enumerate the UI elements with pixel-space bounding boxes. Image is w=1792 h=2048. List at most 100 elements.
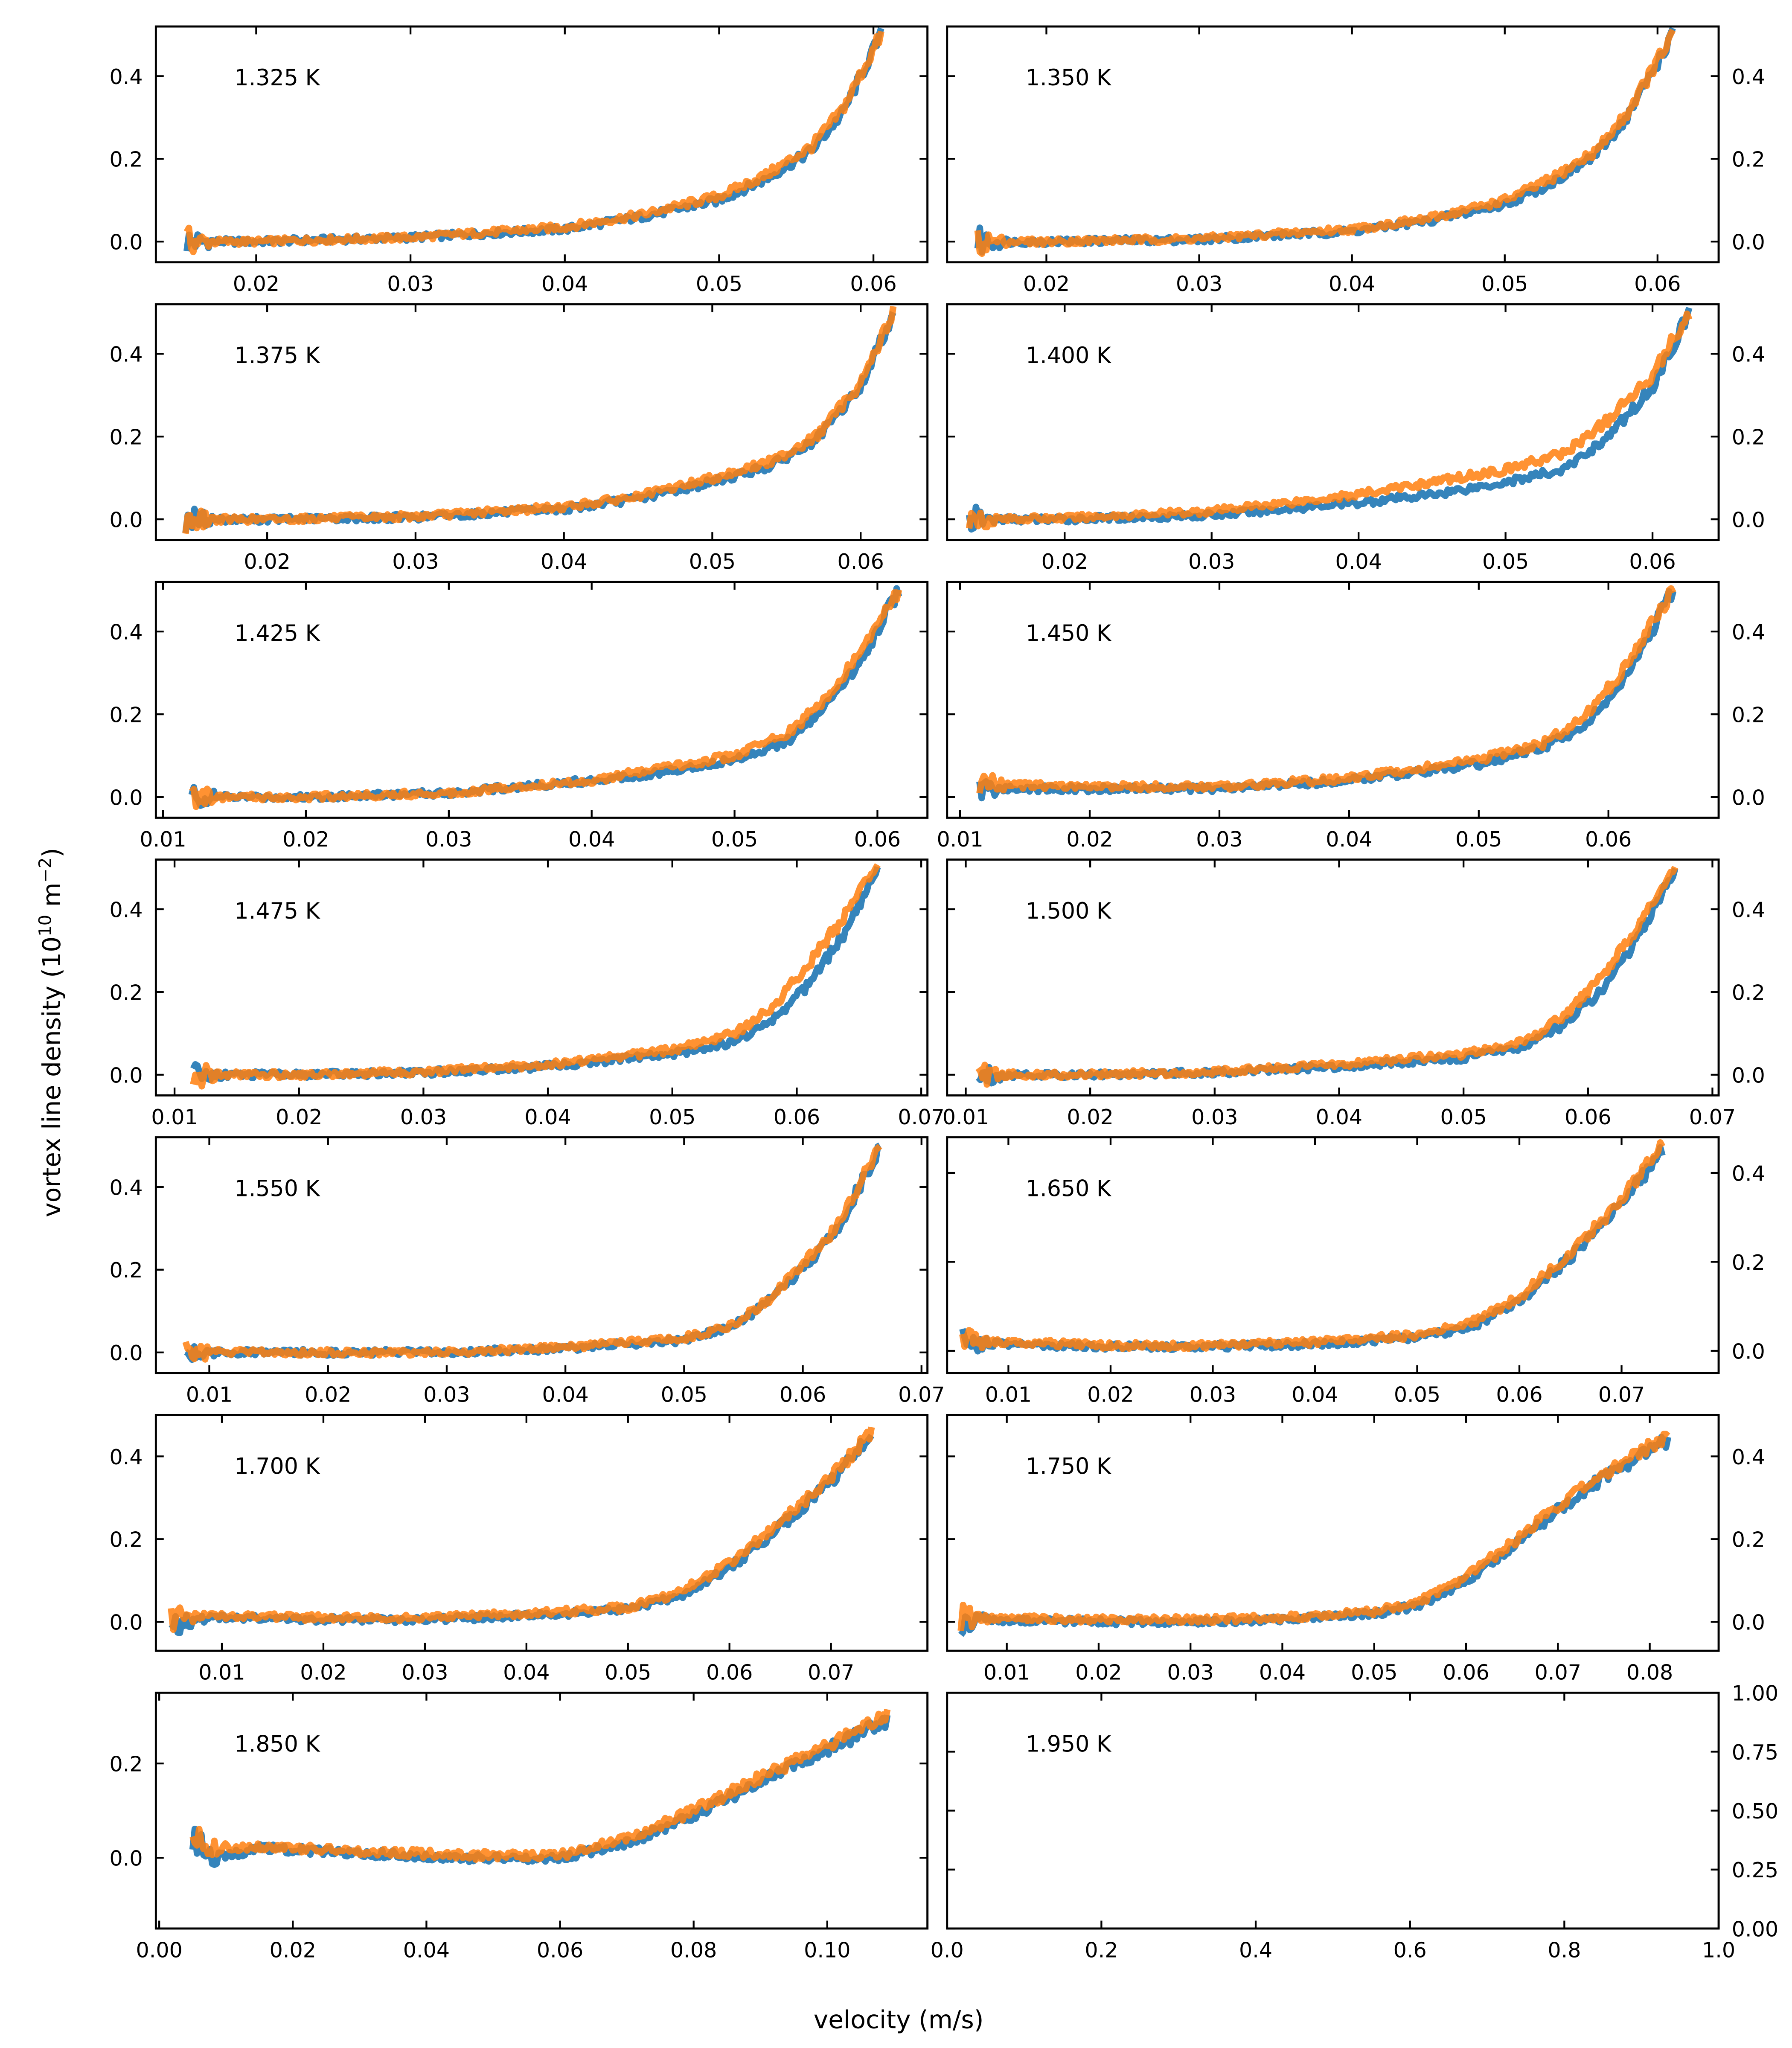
x-tick-label: 0.06 (1634, 271, 1681, 296)
temperature-label: 1.550 K (235, 1176, 321, 1202)
y-tick-label: 0.2 (110, 702, 143, 727)
x-tick-label: 0.8 (1548, 1938, 1581, 1963)
y-tick-label: 1.00 (1732, 1681, 1778, 1706)
x-tick-label: 0.03 (425, 827, 472, 852)
y-tick-label: 0.4 (1732, 620, 1765, 645)
x-tick-label: 0.03 (1188, 549, 1235, 574)
temperature-label: 1.500 K (1026, 899, 1112, 924)
x-tick-label: 0.06 (1585, 827, 1632, 852)
data-series-line (974, 28, 1676, 257)
x-tick-label: 0.01 (937, 827, 983, 852)
x-tick-label: 0.07 (898, 1382, 945, 1407)
subplot-panel: 0.01 0.02 0.03 0.04 0.05 0.06 0.07 0.08 0.0 0.2 0.… (946, 1414, 1765, 1685)
temperature-label: 1.425 K (235, 621, 321, 646)
x-tick-label: 0.06 (774, 1105, 820, 1129)
x-tick-label: 1.0 (1702, 1938, 1735, 1963)
y-axis-label-unit: m (37, 883, 66, 915)
subplot-panel: 0.01 0.02 0.03 0.04 0.05 0.06 0.0 0.2 0.4 1.425 K (110, 581, 929, 852)
axes-frame (946, 1414, 1720, 1652)
y-tick-label: 0.0 (110, 1846, 143, 1871)
x-tick-label: 0.07 (1598, 1382, 1645, 1407)
axes-frame (154, 1136, 929, 1374)
x-tick-label: 0.05 (711, 827, 758, 852)
data-series-line (182, 1143, 882, 1363)
data-series-line (182, 305, 897, 534)
x-tick-label: 0.03 (1176, 271, 1222, 296)
y-tick-label: 0.2 (1732, 702, 1765, 727)
x-tick-label: 0.04 (1329, 271, 1375, 296)
x-tick-label: 0.2 (1085, 1938, 1118, 1963)
axes-frame (946, 25, 1720, 264)
data-series-line (966, 310, 1693, 531)
x-tick-label: 0.02 (1087, 1382, 1134, 1407)
data-series-line (957, 1431, 1670, 1631)
y-tick-label: 0.2 (110, 425, 143, 450)
subplot-panel: 0.01 0.02 0.03 0.04 0.05 0.06 0.07 0.0 0.2 0.4 1.4… (110, 858, 945, 1129)
x-tick-label: 0.01 (140, 827, 186, 852)
data-series-line (976, 585, 1676, 794)
data-series-line (168, 1426, 875, 1633)
y-tick-label: 0.2 (1732, 980, 1765, 1005)
y-tick-label: 0.75 (1732, 1740, 1778, 1765)
x-tick-label: 0.05 (605, 1660, 651, 1685)
x-tick-label: 0.01 (198, 1660, 245, 1685)
x-tick-label: 0.06 (1629, 549, 1676, 574)
temperature-label: 1.850 K (235, 1731, 321, 1757)
subplot-panel: 0.02 0.03 0.04 0.05 0.06 0.0 0.2 0.4 1.350 K (946, 25, 1765, 296)
y-tick-label: 0.25 (1732, 1858, 1778, 1882)
x-tick-label: 0.05 (696, 271, 742, 296)
temperature-label: 1.950 K (1026, 1731, 1112, 1757)
subplot-panel: 0.00 0.02 0.04 0.06 0.08 0.10 0.0 0.2 1.850 K (110, 1691, 929, 1963)
y-axis-label-main: vortex line density (10 (37, 937, 66, 1217)
y-tick-label: 0.4 (110, 620, 143, 645)
axes-frame (154, 25, 929, 264)
x-tick-label: 0.0 (931, 1938, 964, 1963)
y-axis-label: vortex line density (1010 m−2) (36, 848, 66, 1217)
x-tick-label: 0.04 (541, 271, 588, 296)
x-tick-label: 0.07 (898, 1105, 944, 1129)
temperature-label: 1.350 K (1026, 65, 1112, 91)
x-axis-label: velocity (m/s) (814, 2005, 984, 2034)
y-tick-label: 0.4 (110, 64, 143, 89)
subplot-panel: 0.01 0.02 0.03 0.04 0.05 0.06 0.07 0.0 0.2 0.4 1.5… (943, 858, 1765, 1129)
x-tick-label: 0.01 (186, 1382, 233, 1407)
x-tick-label: 0.06 (1496, 1382, 1542, 1407)
x-tick-label: 0.02 (244, 549, 290, 574)
x-tick-label: 0.06 (854, 827, 901, 852)
x-tick-label: 0.02 (300, 1660, 346, 1685)
x-tick-label: 0.02 (1067, 1105, 1113, 1129)
x-tick-label: 0.02 (282, 827, 329, 852)
x-tick-label: 0.02 (1023, 271, 1070, 296)
axes-frame (946, 1136, 1720, 1374)
x-tick-label: 0.04 (1316, 1105, 1362, 1129)
x-tick-label: 0.03 (401, 1660, 448, 1685)
y-axis-label-close: ) (37, 848, 66, 858)
y-tick-label: 0.0 (110, 230, 143, 255)
y-tick-label: 0.0 (1732, 1063, 1765, 1088)
y-tick-label: 0.4 (110, 897, 143, 922)
y-tick-label: 0.2 (1732, 1250, 1765, 1275)
subplot-panel: 0.0 0.2 0.4 0.6 0.8 1.00.00 0.25 0.50 0.75 1.00 1.… (931, 1681, 1778, 1963)
x-tick-label: 0.04 (1292, 1382, 1338, 1407)
subplot-panel: 0.01 0.02 0.03 0.04 0.05 0.06 0.07 0.0 0.2 0.4 1.6… (946, 1136, 1765, 1407)
x-tick-label: 0.10 (804, 1938, 850, 1963)
x-tick-label: 0.02 (1041, 549, 1088, 574)
y-tick-label: 0.2 (1732, 1527, 1765, 1552)
data-series-line (959, 1139, 1666, 1352)
subplot-panel: 0.02 0.03 0.04 0.05 0.06 0.0 0.2 0.4 1.400 K (946, 303, 1765, 574)
y-tick-label: 0.0 (110, 1610, 143, 1635)
data-series-line (975, 866, 1678, 1088)
data-series-line (183, 27, 884, 252)
data-series-line (189, 1708, 891, 1863)
subplot-panel: 0.02 0.03 0.04 0.05 0.06 0.0 0.2 0.4 1.375 K (110, 303, 929, 574)
y-tick-label: 0.0 (1732, 230, 1765, 255)
x-tick-label: 0.02 (1075, 1660, 1122, 1685)
x-tick-label: 0.05 (1481, 271, 1528, 296)
axes-frame (154, 303, 929, 541)
y-tick-label: 0.00 (1732, 1917, 1778, 1941)
data-series-line (190, 863, 881, 1090)
temperature-label: 1.475 K (235, 899, 321, 924)
y-axis-label-exponent: −2 (36, 858, 55, 883)
axes-frame (946, 858, 1720, 1097)
